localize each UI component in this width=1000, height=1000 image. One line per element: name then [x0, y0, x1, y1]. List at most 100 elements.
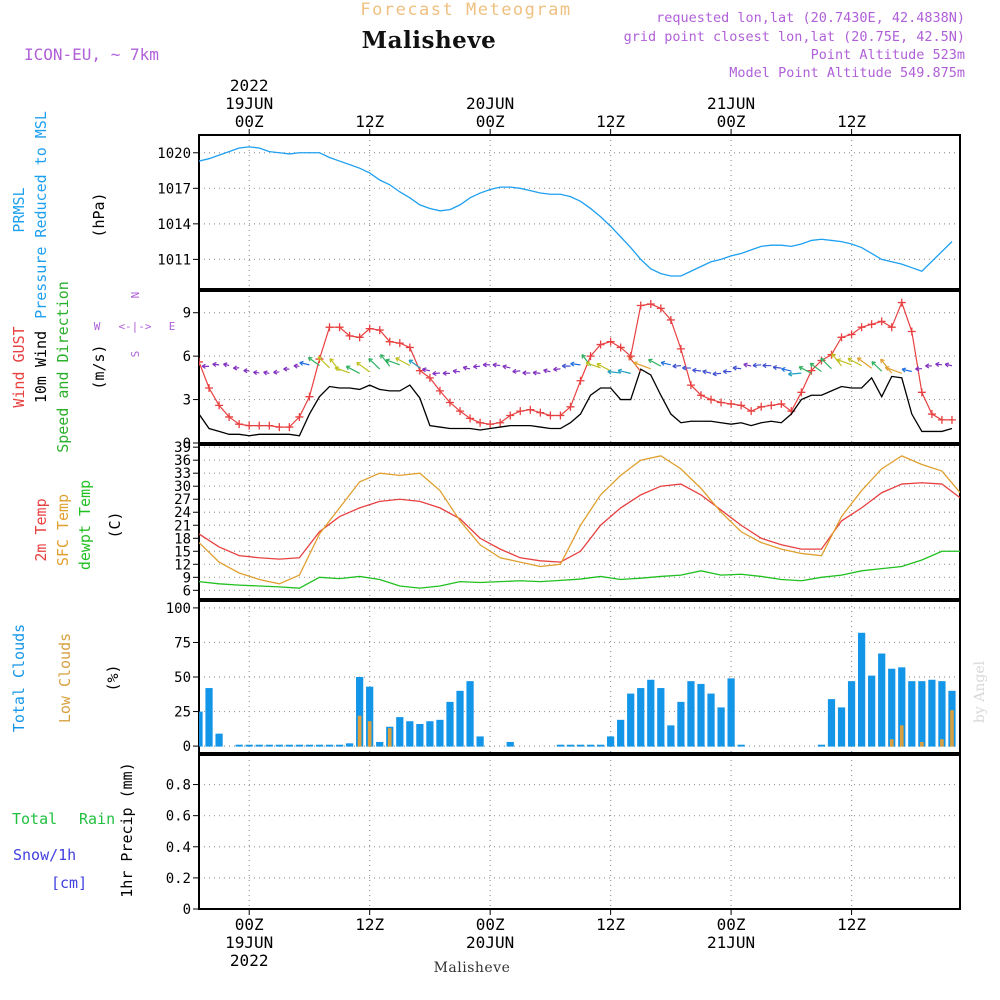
gust-marker — [205, 383, 214, 392]
gust-marker — [506, 411, 515, 420]
low-cloud-bar — [899, 725, 904, 747]
wind-direction-arrow — [743, 363, 752, 367]
gust-marker — [476, 418, 485, 427]
wind-direction-arrow — [820, 357, 832, 370]
temperature-frame — [198, 444, 961, 600]
wind-arrow-head — [442, 370, 447, 376]
wind-arrow-head — [722, 368, 727, 375]
pressure-ylabel-1: PRMSL — [10, 187, 28, 232]
gust-marker — [365, 324, 374, 333]
wind-direction-arrow — [732, 367, 742, 370]
gridpoint-coords: grid point closest lon,lat (20.75E, 42.5… — [624, 29, 965, 45]
wind-arrow-head — [743, 362, 748, 368]
precip-ytick-label: 0.6 — [166, 809, 191, 825]
wind-direction-arrow — [836, 359, 852, 366]
pressure-ytick-label: 1017 — [157, 181, 191, 197]
gust-marker — [556, 411, 565, 420]
time-label: 12Z — [596, 112, 625, 131]
gust-marker — [666, 315, 675, 324]
temperature-ytick-label: 9 — [183, 570, 191, 586]
gust-marker — [215, 401, 224, 410]
pressure-frame — [198, 134, 961, 290]
compass-south: S — [129, 351, 142, 358]
gust-marker — [345, 331, 354, 340]
dewpt-line — [199, 550, 960, 589]
total-cloud-bar — [325, 744, 334, 747]
gust-marker — [707, 395, 716, 404]
wind-direction-arrow — [512, 370, 521, 373]
temperature-ytick-label: 6 — [183, 583, 191, 599]
wind-direction-arrow — [633, 362, 651, 370]
total-cloud-bar — [566, 744, 575, 747]
gust-marker — [897, 298, 906, 307]
total-cloud-bar — [476, 736, 484, 747]
pressure-panel: 1011 1014 1017 1020 — [157, 134, 961, 290]
wind-direction-arrow — [672, 365, 681, 367]
total-cloud-bar — [607, 736, 615, 747]
time-label: 20JUN — [466, 94, 514, 113]
clouds-ytick-label: 25 — [174, 705, 191, 721]
total-cloud-bar — [737, 744, 745, 747]
gust-marker — [285, 423, 294, 432]
wind-arrow-head — [672, 363, 677, 369]
wind-arrow-head — [543, 368, 548, 374]
total-cloud-bar — [857, 632, 866, 747]
wind-arrow-head — [408, 359, 414, 364]
wind-arrow-head — [788, 371, 793, 377]
wind-arrow-head — [243, 368, 248, 374]
pressure-ytick-label: 1011 — [157, 252, 191, 268]
low-cloud-bar — [889, 739, 894, 747]
wind-arrow-head — [189, 368, 193, 372]
temperature-ytick-label: 39 — [174, 440, 191, 456]
temperature-ytick-label: 15 — [174, 544, 191, 560]
total-cloud-bar — [898, 667, 906, 747]
precip-ytick-label: 0.2 — [166, 871, 191, 887]
gust-marker — [496, 418, 505, 427]
wind-direction-arrow — [334, 367, 350, 374]
wind-direction-arrow — [945, 363, 953, 367]
location-title: Malisheve — [362, 27, 497, 54]
time-label: 19JUN — [225, 94, 273, 113]
wind-direction-arrow — [831, 353, 843, 367]
gust-marker — [435, 386, 444, 395]
wind-arrow-head — [915, 366, 920, 372]
wind-arrow-head — [317, 356, 323, 361]
wind-arrow-head — [432, 370, 437, 376]
total-cloud-bar — [707, 693, 715, 747]
total-cloud-bar — [687, 681, 695, 747]
time-label: 12Z — [837, 915, 866, 934]
wind-arrow-head — [831, 353, 836, 358]
gust-marker — [737, 401, 746, 410]
sfc-ylabel: SFC Temp — [54, 494, 72, 566]
wind-arrow-head — [925, 363, 930, 369]
wind-ylabel: 10m Wind — [32, 331, 50, 403]
wind-arrow-head — [628, 355, 633, 361]
precip-unit: 1hr Precip (mm) — [118, 762, 136, 897]
wind-arrow-head — [502, 364, 507, 370]
gust-marker — [255, 421, 264, 430]
total-cloud-bar — [265, 744, 273, 747]
wind-arrow-head — [273, 369, 278, 375]
gust-marker — [606, 337, 615, 346]
total-cloud-bar — [667, 725, 675, 747]
wind-direction-arrow — [380, 354, 391, 367]
gust-marker — [415, 366, 424, 375]
point-altitude: Point Altitude 523m — [811, 47, 965, 63]
total-cloud-bar — [205, 688, 213, 747]
wind-direction-arrow — [692, 369, 702, 372]
wind-direction-arrow — [901, 368, 912, 373]
time-label: 20JUN — [466, 933, 514, 952]
wind-arrow-head — [462, 365, 468, 371]
total-cloud-bar — [586, 744, 595, 747]
wind-direction-arrow — [385, 359, 400, 366]
wind-arrow-head — [648, 358, 653, 364]
total-cloud-bar — [878, 653, 886, 747]
wind-arrow-head — [482, 362, 487, 368]
wind-arrow-head — [212, 361, 217, 368]
gust-marker — [847, 330, 856, 339]
wind-frame — [198, 290, 961, 444]
wind-arrow-head — [223, 362, 228, 368]
wind-arrow-head — [798, 365, 804, 371]
gust-marker — [265, 421, 274, 430]
